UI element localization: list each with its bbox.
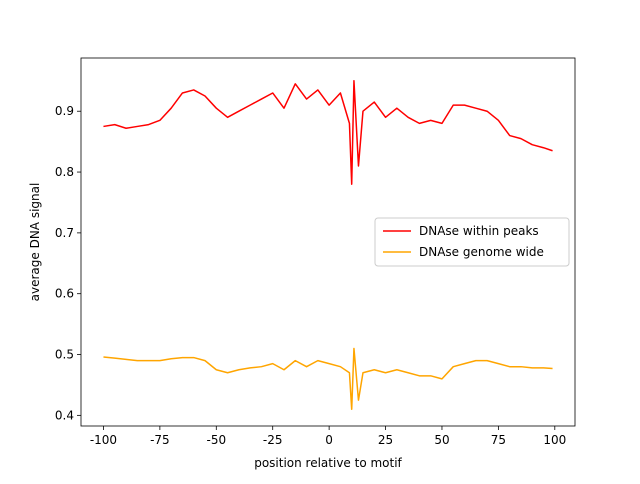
x-tick-label: -25	[263, 433, 283, 447]
y-tick-label: 0.5	[55, 348, 74, 362]
data-line	[103, 80, 553, 185]
x-tick-label: -50	[206, 433, 226, 447]
data-line	[103, 347, 553, 411]
x-tick-label: 25	[378, 433, 393, 447]
legend-label: DNAse genome wide	[419, 245, 544, 259]
x-tick-label: 0	[325, 433, 333, 447]
x-tick-label: -75	[150, 433, 170, 447]
x-axis-label: position relative to motif	[254, 456, 402, 470]
x-tick-label: 75	[491, 433, 506, 447]
legend-box	[374, 217, 570, 267]
x-tick-label: 100	[543, 433, 566, 447]
y-tick-label: 0.4	[55, 408, 74, 422]
legend: DNAse within peaks DNAse genome wide	[374, 217, 570, 267]
y-tick-label: 0.6	[55, 287, 74, 301]
y-tick-label: 0.9	[55, 104, 74, 118]
y-axis-label: average DNA signal	[28, 183, 42, 302]
plot-frame	[80, 57, 576, 427]
x-tick-label: -100	[90, 433, 117, 447]
y-tick-label: 0.7	[55, 226, 74, 240]
x-tick-label: 50	[434, 433, 449, 447]
legend-label: DNAse within peaks	[419, 224, 539, 238]
y-tick-label: 0.8	[55, 165, 74, 179]
